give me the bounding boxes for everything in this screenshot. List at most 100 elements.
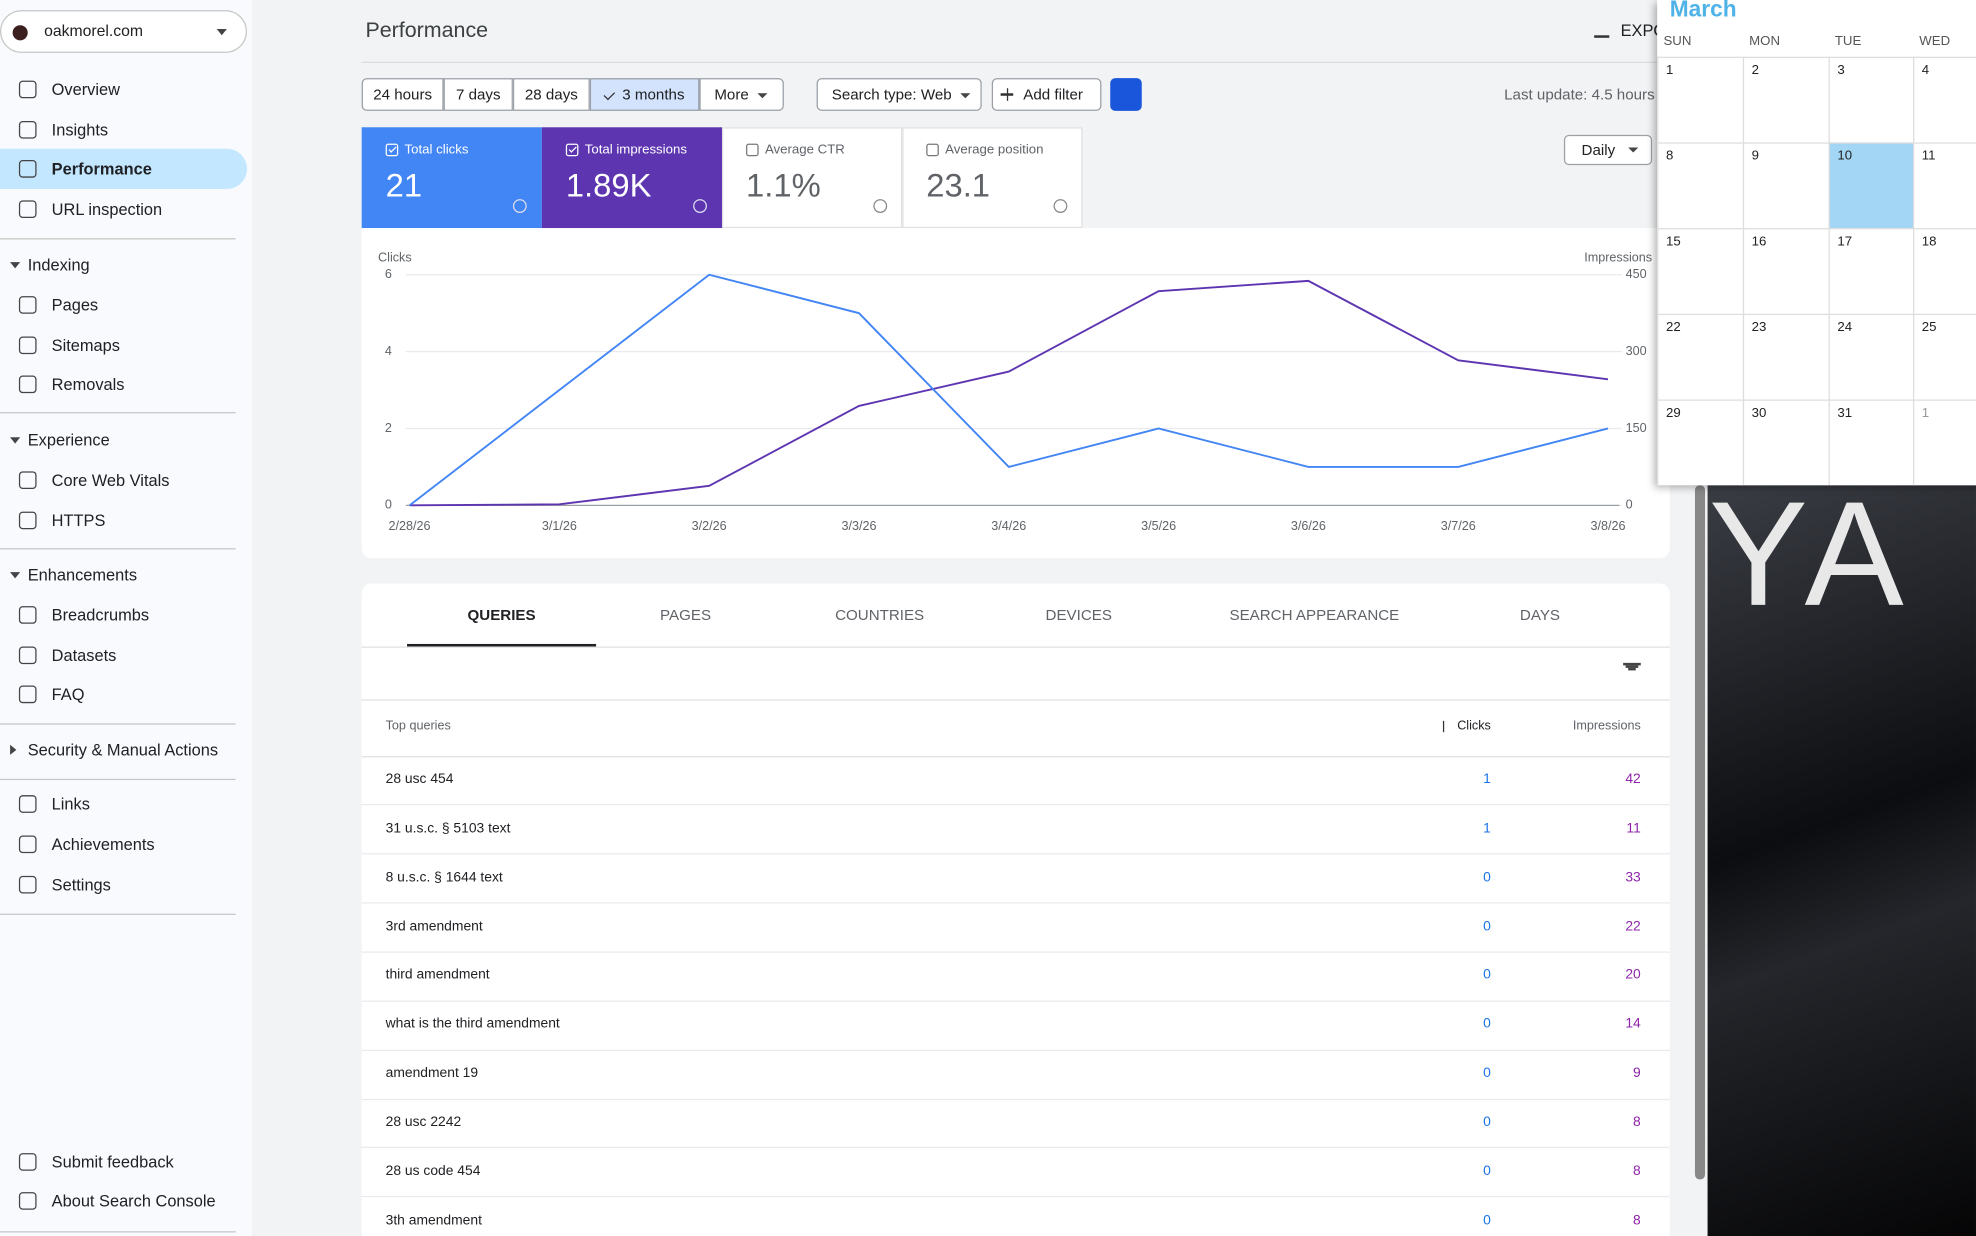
row-divider <box>362 1147 1670 1148</box>
day-number: 9 <box>1752 150 1759 163</box>
query-cell: 28 us code 454 <box>386 1165 481 1179</box>
icon <box>19 686 37 704</box>
tab[interactable]: DEVICES <box>1046 607 1112 622</box>
metric-value: 1.89K <box>566 169 652 202</box>
date-chip-label: 24 hours <box>373 87 432 102</box>
metric-label: Total clicks <box>405 143 469 156</box>
row-divider <box>362 902 1670 903</box>
nav-section[interactable]: Security & Manual Actions <box>28 742 218 758</box>
nav-item[interactable]: Insights <box>52 122 108 138</box>
caret <box>1628 147 1638 152</box>
query-cell: what is the third amendment <box>386 1018 560 1032</box>
divider <box>0 412 236 413</box>
query-cell: amendment 19 <box>386 1067 478 1081</box>
chart-card <box>362 228 1670 558</box>
nav-item[interactable]: FAQ <box>52 687 85 703</box>
sort-arrow <box>1443 721 1445 732</box>
divider <box>0 779 236 780</box>
impressions-cell: 8 <box>1633 1116 1641 1130</box>
checkbox <box>926 144 939 157</box>
table-header[interactable]: Impressions <box>1573 721 1641 734</box>
icon <box>19 121 37 139</box>
date-chip-label: More <box>714 87 748 102</box>
nav-item[interactable]: Removals <box>52 377 125 393</box>
metric-label: Average position <box>945 143 1043 156</box>
query-cell: 3th amendment <box>386 1214 482 1228</box>
nav-section[interactable]: Experience <box>28 432 110 448</box>
nav-item[interactable]: URL inspection <box>52 201 163 217</box>
icon <box>19 606 37 624</box>
filter-button[interactable] <box>1110 78 1142 111</box>
date-chip-label: 28 days <box>525 87 578 102</box>
date-chip-label: 3 months <box>622 87 684 102</box>
clicks-cell: 0 <box>1483 871 1491 885</box>
icon <box>19 471 37 489</box>
day-number: 8 <box>1666 150 1673 163</box>
day-number: 25 <box>1922 321 1937 334</box>
divider <box>362 699 1670 700</box>
nav-item[interactable]: Sitemaps <box>52 337 120 353</box>
icon <box>19 511 37 529</box>
table-header[interactable]: Clicks <box>1457 721 1491 734</box>
row-divider <box>362 1098 1670 1099</box>
search-type-label: Search type: Web <box>832 87 952 102</box>
day-number: 4 <box>1922 64 1929 77</box>
background-text: YA <box>1709 480 1911 629</box>
day-number: 16 <box>1752 235 1767 248</box>
icon <box>19 1153 37 1171</box>
caret-closed <box>10 745 16 755</box>
day-number: 22 <box>1666 321 1681 334</box>
nav-item[interactable]: Links <box>52 796 90 812</box>
table-header: Top queries <box>386 721 451 734</box>
clicks-cell: 0 <box>1483 1116 1491 1130</box>
query-cell: 28 usc 2242 <box>386 1116 462 1130</box>
clicks-cell: 0 <box>1483 1067 1491 1081</box>
help-icon <box>873 199 887 213</box>
nav-item[interactable]: Achievements <box>52 836 155 852</box>
property-icon <box>13 25 28 40</box>
filter-icon <box>1628 668 1636 670</box>
weekday: MON <box>1749 35 1780 48</box>
day-number: 29 <box>1666 407 1681 420</box>
metric-label: Average CTR <box>765 143 845 156</box>
nav-item[interactable]: Settings <box>52 876 111 892</box>
nav-item[interactable]: Overview <box>52 81 120 97</box>
day-number: 1 <box>1666 64 1673 77</box>
divider <box>0 914 236 915</box>
icon <box>19 81 37 99</box>
nav-item[interactable]: HTTPS <box>52 512 106 528</box>
help-icon <box>1054 199 1068 213</box>
divider <box>0 1231 236 1232</box>
query-cell: 8 u.s.c. § 1644 text <box>386 871 503 885</box>
nav-item[interactable]: Core Web Vitals <box>52 472 170 488</box>
tab[interactable]: DAYS <box>1520 607 1560 622</box>
row-divider <box>362 1196 1670 1197</box>
caret <box>960 93 970 98</box>
impressions-cell: 9 <box>1633 1067 1641 1081</box>
nav-section[interactable]: Enhancements <box>28 566 137 582</box>
add-filter-label: Add filter <box>1023 87 1083 102</box>
nav-item[interactable]: Pages <box>52 297 98 313</box>
icon <box>19 836 37 854</box>
nav-item[interactable]: Datasets <box>52 647 117 663</box>
day-number: 15 <box>1666 235 1681 248</box>
day-number: 30 <box>1752 407 1767 420</box>
icon <box>19 795 37 813</box>
impressions-cell: 42 <box>1625 773 1640 787</box>
tab[interactable]: QUERIES <box>468 607 536 622</box>
tab[interactable]: COUNTRIES <box>835 607 924 622</box>
clicks-cell: 0 <box>1483 1018 1491 1032</box>
icon <box>19 876 37 894</box>
nav-section[interactable]: Indexing <box>28 256 90 272</box>
nav-item[interactable]: Performance <box>52 161 152 177</box>
footer-link[interactable]: Submit feedback <box>52 1154 174 1170</box>
footer-link[interactable]: About Search Console <box>52 1193 216 1209</box>
tab[interactable]: PAGES <box>660 607 711 622</box>
tab[interactable]: SEARCH APPEARANCE <box>1230 607 1400 622</box>
nav-item[interactable]: Breadcrumbs <box>52 607 149 623</box>
impressions-cell: 33 <box>1625 871 1640 885</box>
divider <box>0 548 236 549</box>
clicks-cell: 0 <box>1483 969 1491 983</box>
icon <box>19 646 37 664</box>
